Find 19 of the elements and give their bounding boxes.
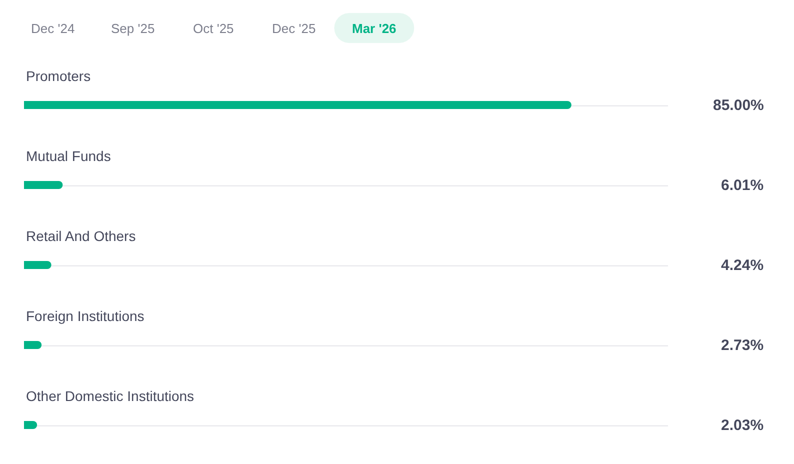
bar <box>24 261 52 269</box>
y-tick-label: Foreign Institutions <box>26 308 144 324</box>
annotation: Dec '24 <box>31 21 75 36</box>
bar <box>24 101 572 109</box>
y-tick-label: Other Domestic Institutions <box>26 388 194 404</box>
bar <box>24 341 42 349</box>
data-label: 2.03% <box>721 417 764 434</box>
y-tick-label: Retail And Others <box>26 228 136 244</box>
data-label: 4.24% <box>721 257 764 274</box>
y-tick-label: Mutual Funds <box>26 148 111 164</box>
y-tick-label: Promoters <box>26 68 91 84</box>
data-label: 2.73% <box>721 337 764 354</box>
annotation: Sep '25 <box>111 21 155 36</box>
bar <box>24 181 63 189</box>
annotation: Mar '26 <box>352 21 396 36</box>
data-label: 85.00% <box>713 97 764 114</box>
annotation: Oct '25 <box>193 21 234 36</box>
annotation: Dec '25 <box>272 21 316 36</box>
data-label: 6.01% <box>721 177 764 194</box>
